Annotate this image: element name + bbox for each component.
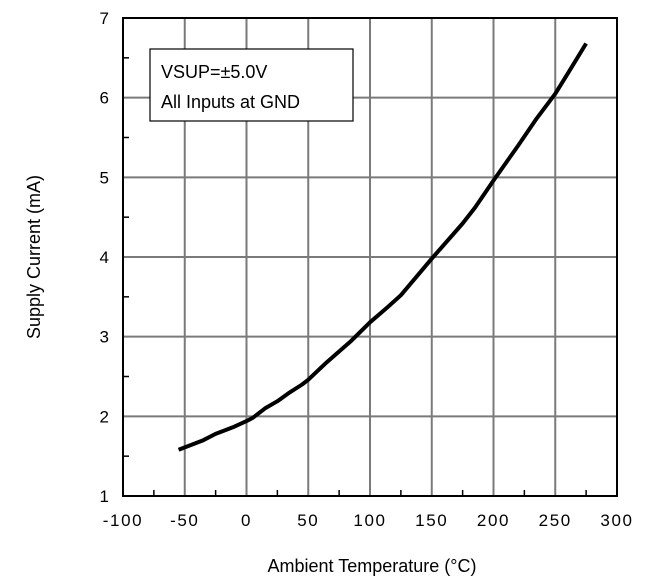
- y-tick-label: 5: [100, 168, 109, 187]
- annotation-box: VSUP=±5.0V All Inputs at GND: [149, 48, 354, 122]
- y-tick-label: 7: [100, 9, 109, 28]
- x-axis-title: Ambient Temperature (°C): [268, 556, 477, 576]
- x-tick-label: 300: [600, 511, 633, 530]
- annotation-frame: [149, 48, 354, 122]
- series-line-0: [177, 42, 588, 452]
- x-tick-label: 250: [539, 511, 572, 530]
- x-tick-label: 50: [297, 511, 319, 530]
- annotation-line-1: VSUP=±5.0V: [161, 62, 267, 82]
- y-tick-label: 4: [100, 248, 109, 267]
- plot-frame: [122, 17, 618, 497]
- minor-ticks: [123, 57, 587, 496]
- x-tick-labels: -100 -50 0 50 100 150 200 250 300: [103, 511, 633, 530]
- x-tick-label: -50: [170, 511, 199, 530]
- series-layer: [177, 42, 588, 452]
- y-tick-label: 6: [100, 89, 109, 108]
- x-tick-label: -100: [103, 511, 143, 530]
- x-tick-label: 200: [477, 511, 510, 530]
- y-tick-label: 2: [100, 407, 109, 426]
- x-tick-label: 100: [353, 511, 386, 530]
- annotation-line-2: All Inputs at GND: [161, 92, 300, 112]
- x-tick-label: 150: [415, 511, 448, 530]
- y-tick-label: 3: [100, 328, 109, 347]
- y-tick-label: 1: [100, 487, 109, 506]
- y-tick-labels: 1 2 3 4 5 6 7: [100, 9, 109, 506]
- x-tick-label: 0: [241, 511, 252, 530]
- y-axis-title: Supply Current (mA): [24, 175, 44, 339]
